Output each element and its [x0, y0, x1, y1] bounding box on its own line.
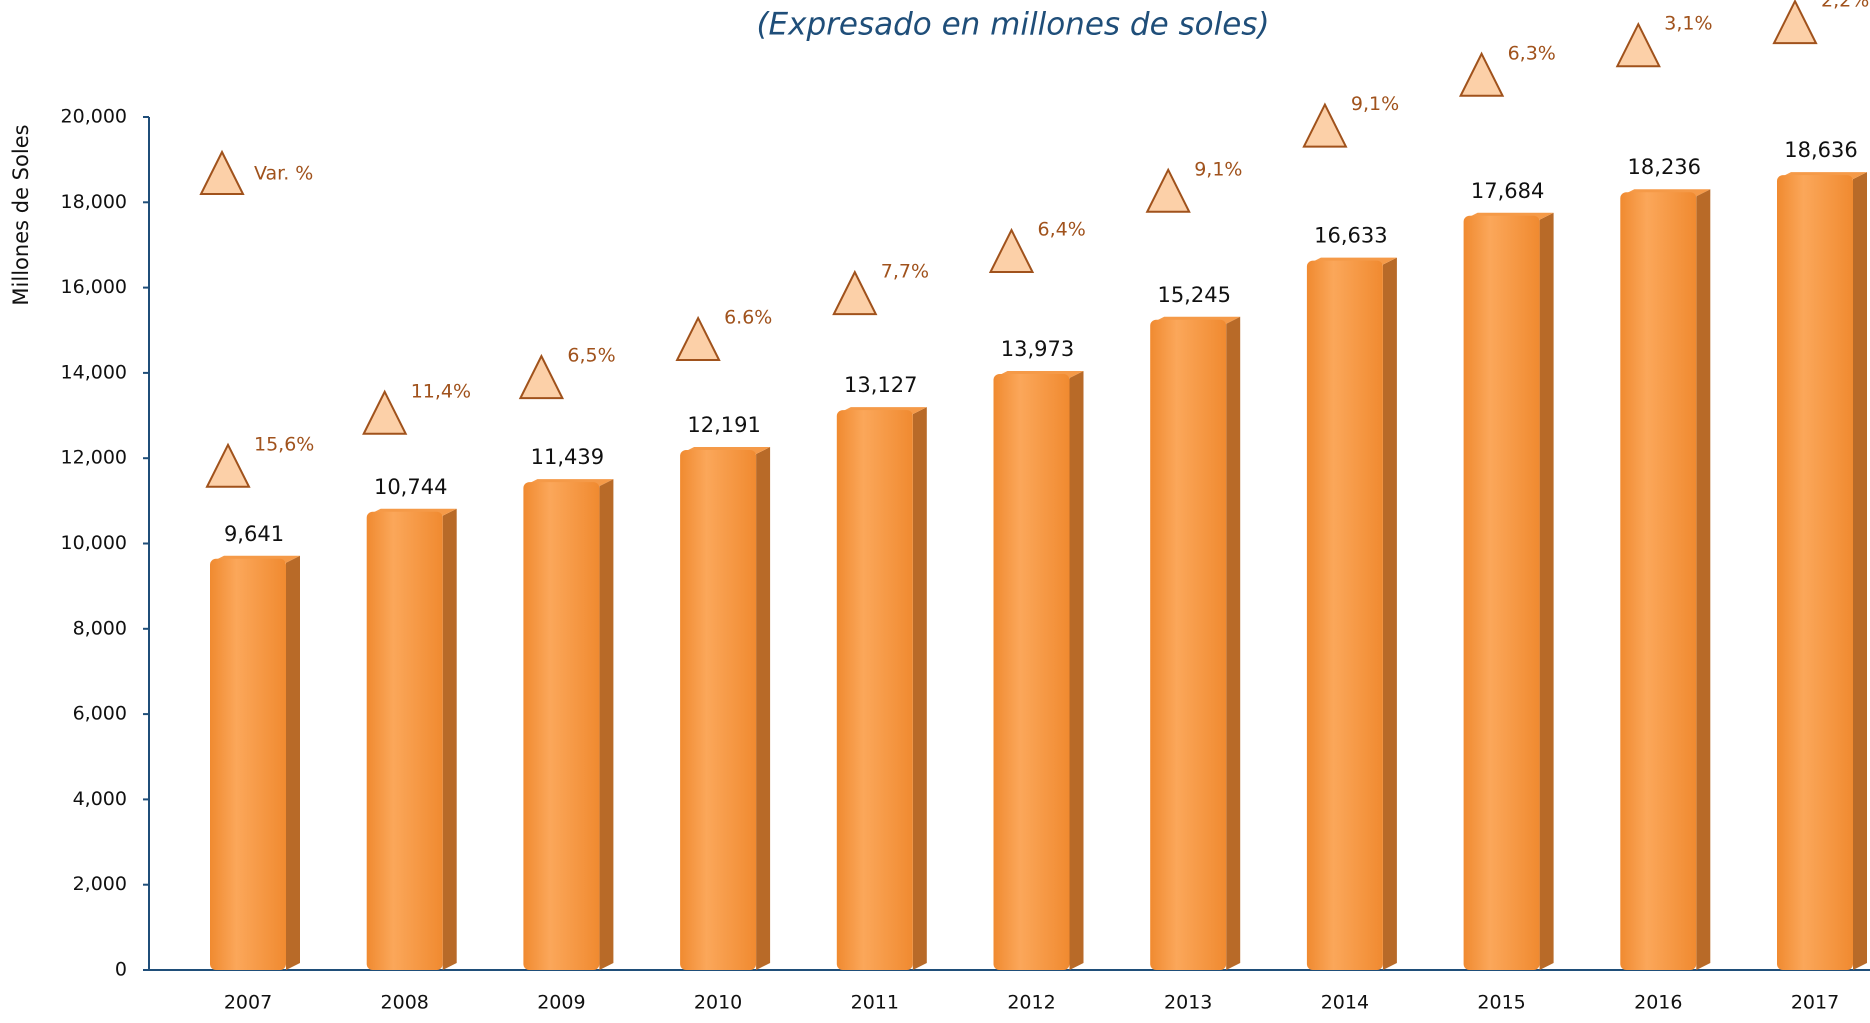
y-tick-label: 18,000 — [61, 191, 127, 213]
variation-marker — [1772, 0, 1818, 45]
bar — [523, 482, 600, 970]
variation-label: 7,7% — [881, 261, 929, 283]
variation-label: 9,1% — [1194, 158, 1242, 180]
x-tick-label: 2012 — [1007, 992, 1055, 1014]
y-tick-label: 8,000 — [73, 617, 127, 639]
bar-side — [286, 555, 300, 970]
data-label: 18,236 — [1628, 155, 1701, 179]
x-tick-label: 2014 — [1321, 992, 1369, 1014]
bar-side — [599, 479, 614, 970]
data-label: 17,684 — [1471, 179, 1544, 203]
bar-side — [912, 407, 927, 971]
chart-subtitle: (Expresado en millones de soles) — [756, 7, 1269, 43]
data-label: 16,633 — [1314, 224, 1387, 248]
data-label: 15,245 — [1157, 283, 1230, 307]
data-label: 18,636 — [1784, 138, 1857, 162]
x-tick-label: 2011 — [851, 992, 899, 1014]
variation-label: 2,2% — [1821, 0, 1869, 12]
bar-side — [1069, 371, 1084, 971]
variation-marker — [1302, 102, 1348, 148]
x-tick-label: 2007 — [224, 992, 272, 1014]
variation-marker — [1615, 21, 1661, 68]
variation-label: 3,1% — [1664, 13, 1712, 35]
variation-marker — [832, 269, 878, 316]
bar — [680, 450, 757, 971]
bar — [1150, 319, 1227, 970]
data-label: 9,641 — [224, 522, 284, 546]
y-tick-label: 10,000 — [61, 532, 127, 554]
bar-side — [1539, 212, 1554, 970]
y-tick-label: 14,000 — [61, 361, 127, 383]
bar-side — [1853, 172, 1867, 970]
variation-marker — [362, 389, 408, 435]
y-tick-label: 12,000 — [61, 447, 127, 469]
variation-label: 6.6% — [724, 307, 772, 329]
y-tick-label: 2,000 — [73, 873, 127, 895]
bar-side — [1382, 257, 1397, 970]
data-label: 11,439 — [531, 445, 604, 469]
x-tick-label: 2017 — [1791, 992, 1839, 1014]
x-tick-label: 2015 — [1477, 992, 1525, 1014]
x-tick-label: 2009 — [537, 992, 585, 1014]
y-tick-label: 0 — [115, 959, 127, 981]
variation-label: 11,4% — [411, 380, 471, 402]
y-tick-label: 20,000 — [61, 106, 127, 128]
variation-label: 6,5% — [567, 345, 615, 367]
x-tick-label: 2008 — [381, 992, 429, 1014]
variation-label: 6,3% — [1508, 42, 1556, 64]
bar — [993, 374, 1070, 971]
data-label: 12,191 — [687, 413, 760, 437]
variation-marker — [1458, 51, 1505, 97]
variation-marker — [988, 227, 1035, 274]
variation-marker — [205, 442, 251, 488]
variation-label: 9,1% — [1351, 93, 1399, 115]
variation-marker — [518, 353, 565, 400]
variation-marker — [675, 315, 721, 362]
data-label: 10,744 — [374, 475, 447, 499]
data-label: 13,973 — [1001, 337, 1074, 361]
variation-marker — [1145, 167, 1191, 213]
bar — [1463, 215, 1540, 970]
bar — [1777, 175, 1853, 970]
bar — [210, 558, 286, 970]
y-tick-label: 16,000 — [61, 276, 127, 298]
bar — [1306, 260, 1383, 970]
variation-label: 6,4% — [1038, 219, 1086, 241]
y-tick-label: 4,000 — [73, 788, 127, 810]
bar-side — [1226, 316, 1241, 970]
data-label: 13,127 — [844, 373, 917, 397]
bar — [1620, 192, 1697, 970]
legend-label: Var. % — [254, 163, 313, 185]
bar — [366, 511, 443, 970]
x-tick-label: 2010 — [694, 992, 742, 1014]
y-tick-label: 6,000 — [73, 703, 127, 725]
x-tick-label: 2013 — [1164, 992, 1212, 1014]
variation-label: 15,6% — [254, 433, 314, 455]
bar — [836, 410, 913, 971]
x-tick-label: 2016 — [1634, 992, 1682, 1014]
bar-side — [442, 508, 457, 970]
legend-marker — [199, 149, 245, 195]
y-axis-label: Millones de Soles — [9, 124, 33, 305]
bar-side — [756, 447, 771, 971]
bar-side — [1696, 189, 1711, 970]
